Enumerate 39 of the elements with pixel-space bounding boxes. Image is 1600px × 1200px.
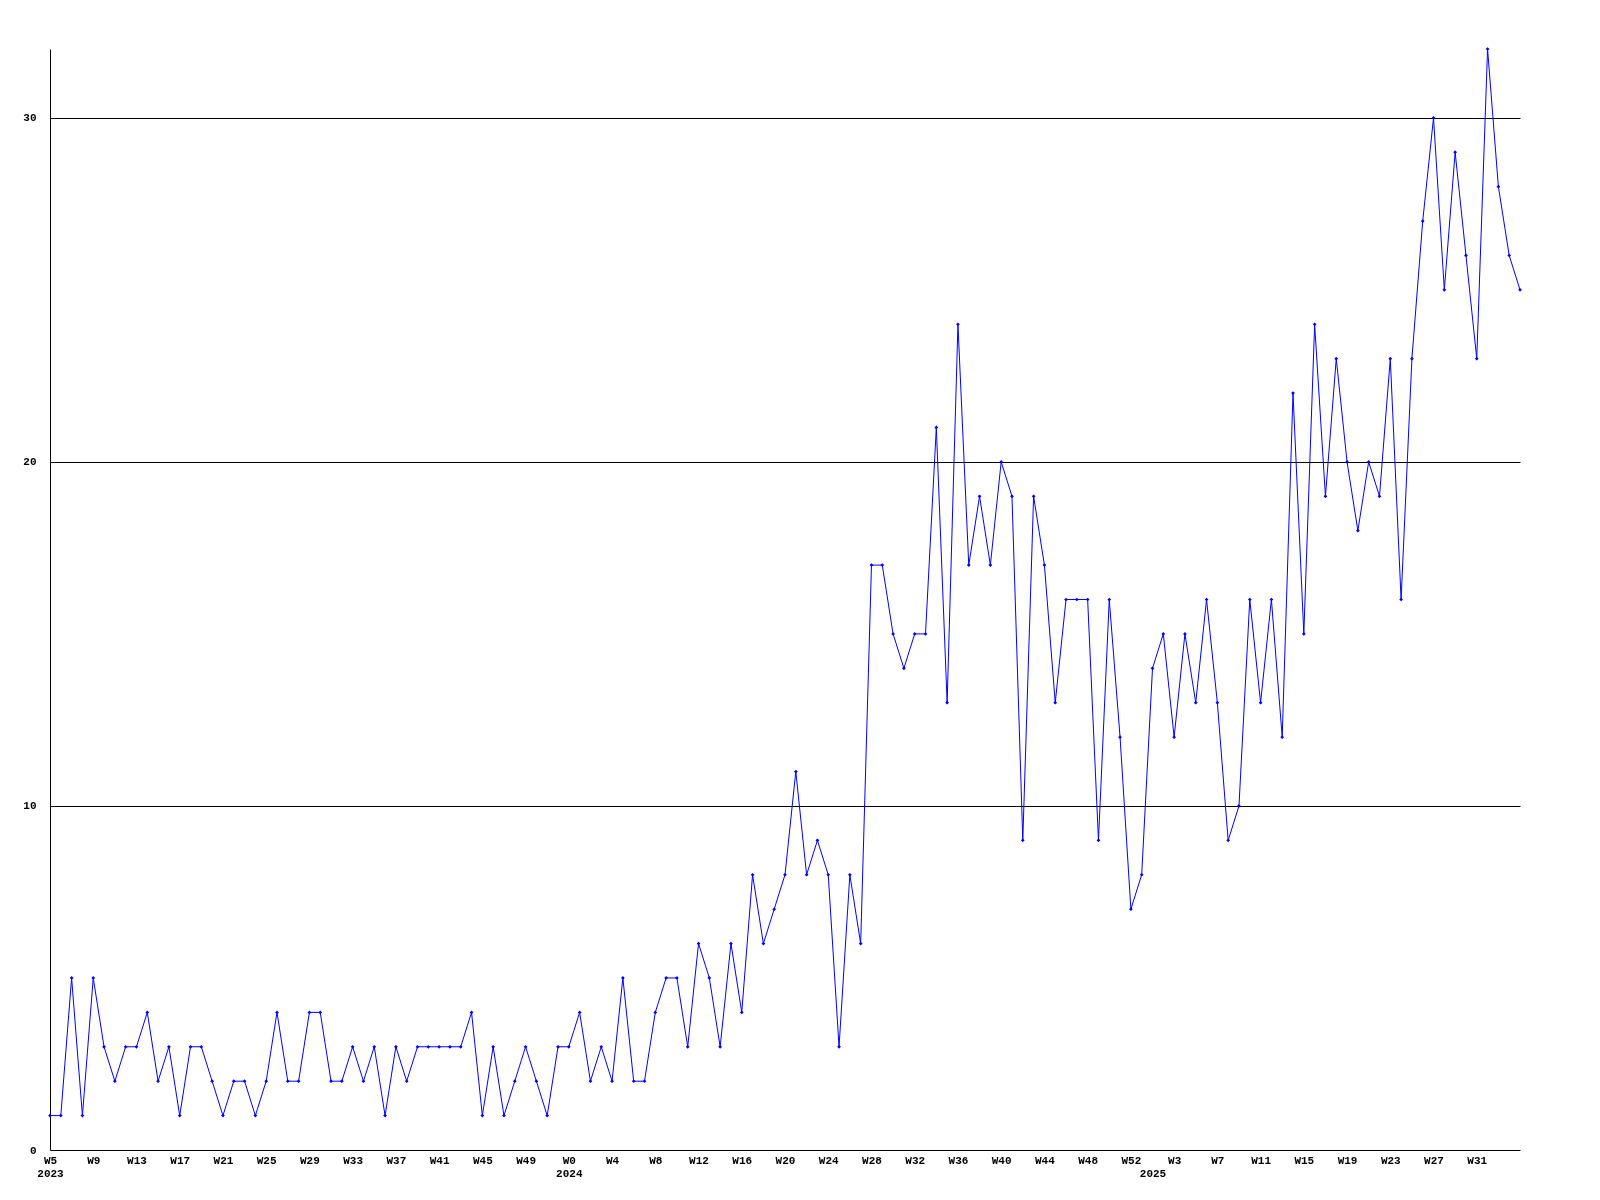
x-tick-label: W12 [689,1154,709,1167]
y-tick-label: 10 [23,800,37,813]
x-tick-label: W3 [1168,1154,1182,1167]
x-tick-label: W29 [300,1154,320,1167]
x-tick-label: W20 [775,1154,796,1167]
x-tick-label: W19 [1337,1154,1358,1167]
x-tick-label: W16 [732,1154,753,1167]
x-tick-label: W8 [649,1154,663,1167]
x-tick-label: W45 [472,1154,494,1167]
x-tick-label: W33 [343,1154,364,1167]
y-tick-label: 20 [23,456,37,469]
x-tick-label: W24 [818,1154,840,1167]
y-tick-label: 30 [23,112,37,125]
x-tick-label: W27 [1424,1154,1444,1167]
x-tick-label: W4 [605,1154,620,1167]
x-tick-label: W13 [127,1154,148,1167]
x-tick-label: W23 [1380,1154,1402,1167]
x-tick-label: W9 [87,1154,101,1167]
y-tick-label: 0 [29,1144,37,1157]
x-tick-label: W32 [905,1154,926,1167]
x-tick-label: W15 [1294,1154,1315,1167]
x-tick-label: W37 [386,1154,407,1167]
x-tick-label: W49 [516,1154,536,1167]
x-tick-label: W41 [429,1154,450,1167]
x-tick-label: W31 [1467,1154,1488,1167]
x-tick-label: W17 [170,1154,191,1167]
x-tick-label: W36 [948,1154,969,1167]
x-tick-label: W5 2023 [37,1154,65,1180]
x-tick-label: W0 2024 [556,1154,583,1180]
x-tick-label: W7 [1211,1154,1225,1167]
x-tick-label: W44 [1035,1154,1056,1167]
x-tick-label: W11 [1251,1154,1272,1167]
x-tick-label: W25 [256,1154,277,1167]
x-tick-label: W48 [1078,1154,1099,1167]
x-tick-label: 2025 [1139,1167,1167,1180]
x-tick-label: W21 [213,1154,234,1167]
x-tick-label: W52 [1121,1154,1142,1167]
x-tick-label: W40 [991,1154,1012,1167]
x-tick-label: W28 [862,1154,883,1167]
